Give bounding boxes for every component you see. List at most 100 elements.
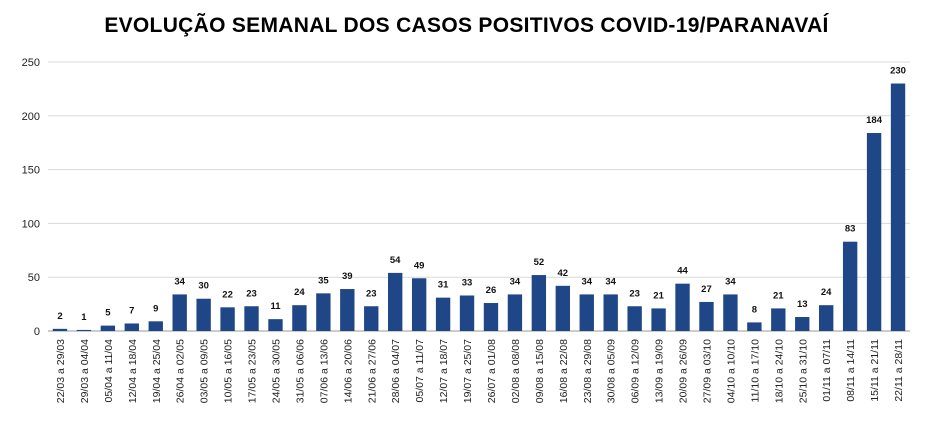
bar — [842, 241, 858, 331]
gridlines — [48, 61, 910, 332]
x-tick-label: 27/09 a 03/10 — [701, 339, 713, 403]
data-label: 34 — [725, 276, 736, 287]
x-tick-label: 19/07 a 25/07 — [462, 339, 474, 403]
bar — [220, 307, 235, 331]
x-tick-label: 16/08 a 22/08 — [558, 339, 570, 403]
x-tick-label: 21/06 a 27/06 — [366, 339, 378, 403]
x-tick-label: 08/11 a 14/11 — [845, 339, 857, 402]
bar — [627, 306, 642, 331]
x-tick-label: 07/06 a 13/06 — [318, 339, 330, 403]
bar — [196, 298, 211, 331]
x-tick-label: 06/09 a 12/09 — [630, 339, 642, 403]
bar — [866, 133, 882, 331]
x-tick-label: 29/03 a 04/04 — [79, 339, 91, 403]
data-label: 21 — [653, 290, 664, 301]
y-axis: 0 50 100 150 200 250 — [22, 57, 40, 338]
bar — [531, 275, 547, 331]
data-label: 11 — [270, 301, 281, 312]
bar — [675, 283, 690, 331]
bar — [819, 305, 834, 331]
x-tick-label: 24/05 a 30/05 — [270, 339, 282, 403]
x-tick-label: 18/10 a 24/10 — [773, 339, 785, 403]
data-label: 23 — [246, 288, 257, 299]
data-label: 8 — [752, 304, 757, 315]
bar — [100, 325, 116, 331]
y-tick-label: 100 — [22, 218, 40, 230]
bar — [699, 301, 714, 331]
bar — [76, 329, 92, 331]
y-tick-label: 150 — [22, 165, 40, 177]
data-label: 34 — [174, 276, 185, 287]
data-label: 22 — [222, 289, 233, 300]
data-label: 26 — [486, 285, 497, 296]
bar — [172, 294, 187, 331]
data-label: 24 — [821, 287, 832, 298]
data-label: 42 — [558, 268, 569, 279]
x-tick-label: 25/10 a 31/10 — [797, 339, 809, 403]
data-label: 83 — [845, 224, 856, 235]
bar — [723, 294, 738, 331]
x-tick-label: 03/05 a 09/05 — [199, 339, 211, 403]
data-label: 33 — [462, 277, 473, 288]
bar — [148, 321, 163, 331]
x-tick-label: 09/08 a 15/08 — [534, 339, 546, 403]
x-tick-label: 26/04 a 02/05 — [175, 339, 187, 403]
bar — [340, 289, 355, 331]
x-tick-label: 31/05 a 06/06 — [294, 339, 306, 403]
x-tick-label: 05/04 a 11/04 — [103, 339, 115, 403]
data-label: 54 — [390, 255, 401, 266]
x-tick-label: 20/09 a 26/09 — [678, 339, 690, 403]
x-tick-label: 04/10 a 10/10 — [725, 339, 737, 403]
x-tick-label: 02/08 a 08/08 — [510, 339, 522, 403]
x-tick-label: 10/05 a 16/05 — [223, 339, 235, 403]
bar — [579, 294, 594, 331]
x-tick-label: 12/04 a 18/04 — [127, 339, 139, 403]
y-tick-label: 0 — [34, 326, 40, 338]
data-label: 39 — [342, 271, 353, 282]
bar — [364, 306, 379, 331]
bar — [435, 297, 451, 331]
x-tick-label: 28/06 a 04/07 — [390, 339, 402, 403]
x-tick-label: 26/07 a 01/08 — [486, 339, 498, 403]
data-label: 7 — [129, 305, 134, 316]
data-label: 184 — [866, 115, 883, 126]
data-label: 35 — [318, 275, 329, 286]
data-label: 230 — [890, 66, 906, 77]
bar — [124, 323, 139, 331]
bar — [771, 308, 786, 331]
bar — [651, 308, 666, 331]
data-label: 30 — [198, 281, 209, 292]
bar — [483, 303, 499, 331]
y-tick-label: 50 — [28, 272, 40, 284]
bar — [52, 328, 68, 331]
bar — [555, 285, 570, 331]
x-tick-label: 11/10 a 17/10 — [749, 339, 761, 403]
bars — [52, 83, 906, 332]
x-axis: 22/03 a 29/03 29/03 a 04/04 05/04 a 11/04 1… — [55, 339, 905, 403]
data-label: 2 — [57, 311, 62, 322]
x-tick-label: 14/06 a 20/06 — [342, 339, 354, 403]
x-tick-label: 15/11 a 21/11 — [869, 339, 881, 402]
data-label: 21 — [773, 290, 784, 301]
bar — [795, 317, 810, 331]
data-label: 1 — [81, 312, 87, 323]
bar — [603, 294, 618, 331]
bar — [507, 294, 523, 331]
x-tick-label: 05/07 a 11/07 — [414, 339, 426, 403]
data-label: 23 — [366, 288, 377, 299]
x-tick-label: 01/11 a 07/11 — [821, 339, 833, 402]
data-label: 27 — [701, 284, 712, 295]
data-label: 34 — [581, 276, 592, 287]
data-label: 31 — [438, 280, 449, 291]
x-tick-label: 17/05 a 23/05 — [247, 339, 259, 403]
bar — [316, 293, 331, 331]
data-label: 23 — [629, 288, 640, 299]
bar — [388, 272, 403, 331]
y-tick-label: 250 — [22, 57, 40, 69]
bar — [411, 278, 427, 331]
bar — [268, 319, 283, 331]
y-tick-label: 200 — [22, 111, 40, 123]
bar — [292, 305, 307, 331]
